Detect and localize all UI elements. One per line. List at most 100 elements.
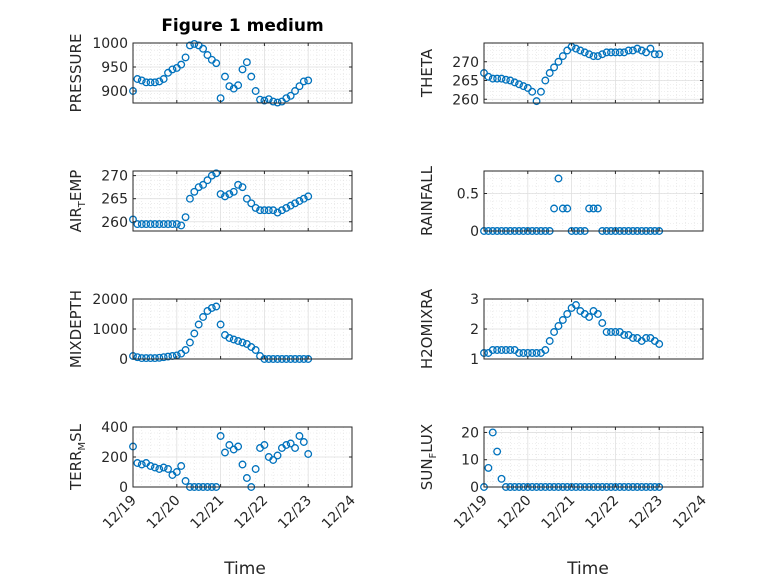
data-point bbox=[212, 169, 221, 178]
data-point bbox=[554, 322, 563, 330]
axes-box bbox=[132, 42, 353, 104]
data-point bbox=[273, 208, 282, 217]
data-point bbox=[585, 204, 594, 213]
y-axis-label: PRESSURE bbox=[67, 34, 85, 113]
data-point bbox=[299, 438, 308, 446]
data-point bbox=[493, 346, 502, 354]
data-point bbox=[146, 78, 155, 87]
y-tick-label: 0 bbox=[119, 480, 128, 496]
y-axis-label: H2OMIXRA bbox=[418, 288, 436, 369]
data-point bbox=[286, 439, 295, 448]
data-point bbox=[133, 75, 142, 83]
data-point bbox=[242, 474, 251, 482]
data-point bbox=[515, 80, 523, 89]
data-point bbox=[203, 51, 212, 59]
data-point bbox=[501, 75, 510, 84]
data-point bbox=[650, 50, 659, 59]
data-point bbox=[159, 463, 168, 472]
data-point bbox=[554, 174, 563, 183]
data-point bbox=[611, 48, 620, 57]
data-point bbox=[234, 180, 243, 189]
data-point bbox=[550, 328, 559, 336]
data-point bbox=[264, 95, 273, 104]
x-tick-label: 12/20 bbox=[144, 493, 184, 533]
data-point bbox=[247, 72, 256, 81]
data-point bbox=[216, 432, 225, 440]
data-point bbox=[598, 50, 607, 59]
data-point bbox=[580, 48, 589, 57]
data-point bbox=[185, 194, 194, 203]
data-point bbox=[159, 220, 168, 229]
data-point bbox=[532, 97, 541, 106]
data-point bbox=[177, 60, 186, 69]
data-point bbox=[247, 199, 256, 208]
data-point bbox=[628, 46, 637, 55]
data-point bbox=[225, 190, 234, 199]
data-point bbox=[146, 462, 155, 470]
data-point bbox=[242, 194, 251, 203]
data-point bbox=[519, 82, 528, 91]
data-point bbox=[550, 63, 559, 72]
y-tick-label: 260 bbox=[452, 92, 479, 108]
data-point bbox=[199, 180, 208, 189]
data-point bbox=[238, 338, 247, 347]
data-point bbox=[646, 44, 655, 53]
data-point bbox=[497, 74, 506, 83]
data-point bbox=[506, 76, 515, 85]
data-point bbox=[164, 220, 172, 229]
y-tick-label: 0 bbox=[470, 480, 479, 496]
data-point bbox=[291, 87, 300, 95]
data-point bbox=[225, 82, 234, 91]
data-point bbox=[225, 334, 234, 342]
data-point bbox=[585, 50, 594, 59]
data-point bbox=[611, 328, 620, 336]
y-tick-label: 2 bbox=[470, 322, 479, 338]
data-point bbox=[150, 354, 159, 363]
data-point bbox=[488, 428, 497, 437]
data-point bbox=[212, 59, 221, 68]
data-point bbox=[607, 328, 615, 336]
plot-area bbox=[484, 427, 703, 487]
data-point bbox=[155, 220, 164, 229]
data-point bbox=[484, 72, 493, 81]
data-point bbox=[181, 53, 190, 62]
axes-box bbox=[483, 426, 704, 488]
data-point bbox=[286, 91, 295, 100]
x-tick-label: 12/21 bbox=[188, 493, 228, 533]
data-point bbox=[234, 337, 243, 345]
data-point bbox=[593, 204, 602, 213]
data-point bbox=[620, 48, 629, 57]
data-point bbox=[602, 48, 611, 57]
y-tick-label: 950 bbox=[101, 60, 128, 76]
data-point bbox=[194, 320, 203, 329]
data-point bbox=[159, 75, 168, 83]
chart-panel-7: 0 200 400 12/19 12/20 12/21 12/22 12/23 12/24 TER… bbox=[67, 420, 359, 532]
data-point bbox=[168, 65, 177, 74]
data-point bbox=[190, 329, 199, 338]
data-point bbox=[633, 44, 642, 53]
data-point bbox=[563, 310, 572, 318]
x-tick-label: 12/19 bbox=[100, 493, 140, 533]
x-tick-label: 12/24 bbox=[319, 492, 359, 532]
y-tick-label: 265 bbox=[452, 74, 479, 90]
data-points bbox=[129, 432, 313, 491]
data-point bbox=[155, 77, 164, 86]
data-point bbox=[142, 354, 151, 363]
x-tick-label: 12/20 bbox=[495, 493, 535, 533]
data-point bbox=[256, 206, 264, 215]
data-point bbox=[203, 176, 212, 185]
data-point bbox=[242, 58, 251, 67]
data-point bbox=[488, 74, 497, 83]
data-point bbox=[225, 441, 234, 449]
y-tick-label: 0.5 bbox=[457, 187, 479, 203]
data-point bbox=[199, 313, 208, 321]
data-point bbox=[484, 463, 493, 472]
data-point bbox=[299, 77, 308, 86]
data-point bbox=[216, 320, 225, 329]
data-point bbox=[137, 220, 146, 229]
data-point bbox=[589, 52, 598, 61]
y-tick-label: 900 bbox=[101, 84, 128, 100]
data-points bbox=[480, 42, 664, 106]
data-point bbox=[185, 41, 194, 50]
y-tick-label: 2000 bbox=[92, 292, 128, 308]
